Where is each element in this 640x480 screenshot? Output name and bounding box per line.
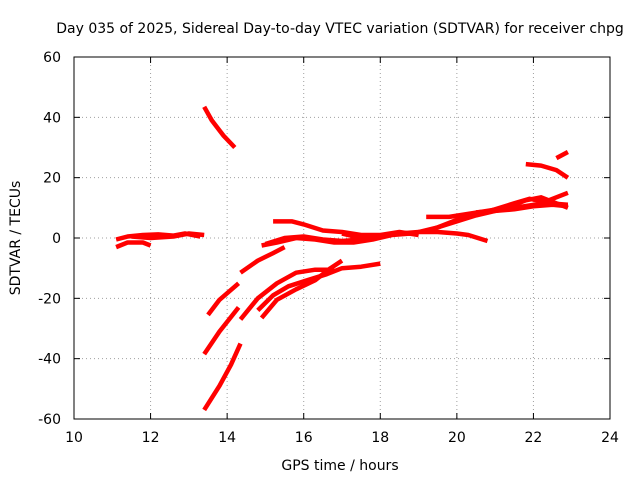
data-series-track bbox=[475, 202, 569, 215]
data-series-track bbox=[341, 231, 419, 241]
y-tick-label: -60 bbox=[38, 412, 61, 428]
data-series-track bbox=[202, 306, 241, 356]
data-series-track bbox=[131, 231, 205, 241]
x-tick-label: 24 bbox=[601, 430, 619, 446]
x-axis-ticks: 10 12 14 16 18 20 22 24 bbox=[65, 57, 619, 446]
data-series-track bbox=[202, 342, 243, 412]
x-tick-label: 16 bbox=[295, 430, 313, 446]
y-tick-label: -20 bbox=[38, 291, 61, 307]
y-tick-label: 40 bbox=[43, 110, 61, 126]
data-series-track bbox=[238, 267, 335, 321]
data-series-group bbox=[115, 105, 570, 412]
x-tick-label: 10 bbox=[65, 430, 83, 446]
y-tick-label: -40 bbox=[38, 352, 61, 368]
y-axis-label: SDTVAR / TECUs bbox=[8, 181, 24, 296]
data-series-track bbox=[555, 150, 569, 161]
data-series-track bbox=[202, 105, 237, 150]
x-tick-label: 14 bbox=[218, 430, 236, 446]
x-tick-label: 12 bbox=[142, 430, 160, 446]
data-series-track bbox=[239, 245, 286, 275]
y-tick-label: 20 bbox=[43, 171, 61, 187]
y-tick-label: 60 bbox=[43, 50, 61, 66]
data-series-track bbox=[433, 190, 569, 231]
data-series-track bbox=[525, 161, 570, 180]
x-tick-label: 22 bbox=[525, 430, 543, 446]
data-series-track bbox=[259, 258, 344, 320]
y-axis-ticks: -60 -40 -20 0 20 40 60 bbox=[38, 50, 610, 428]
y-tick-label: 0 bbox=[52, 231, 61, 247]
data-series-track bbox=[115, 240, 152, 250]
x-tick-label: 18 bbox=[371, 430, 389, 446]
data-series-track bbox=[206, 281, 241, 317]
chart-title: Day 035 of 2025, Sidereal Day-to-day VTE… bbox=[56, 21, 624, 37]
x-axis-label: GPS time / hours bbox=[281, 458, 398, 474]
x-tick-label: 20 bbox=[448, 430, 466, 446]
